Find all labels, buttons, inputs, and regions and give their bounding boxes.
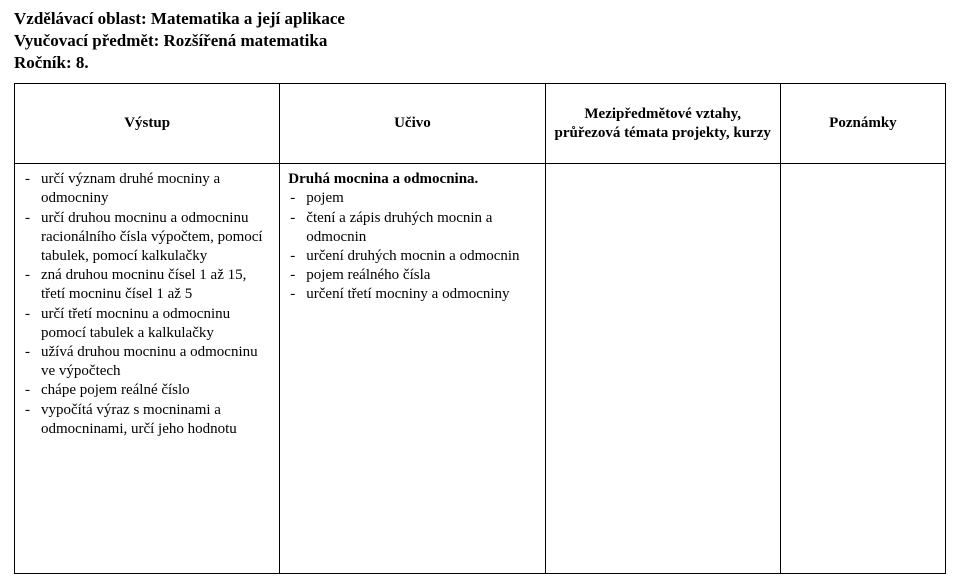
list-item: pojem [288,189,536,208]
list-item: pojem reálného čísla [288,266,536,285]
list-item: určení druhých mocnin a odmocnin [288,247,536,266]
list-item: určí třetí mocninu a odmocninu pomocí ta… [23,305,271,343]
list-item: určení třetí mocniny a odmocniny [288,285,536,304]
col-header-ucivo: Učivo [280,84,545,164]
cell-vystup: určí význam druhé mocniny a odmocniny ur… [15,164,280,574]
vystup-list: určí význam druhé mocniny a odmocniny ur… [23,170,271,439]
table-header-row: Výstup Učivo Mezipředmětové vztahy, průř… [15,84,946,164]
ucivo-title: Druhá mocnina a odmocnina. [288,170,536,189]
list-item: zná druhou mocninu čísel 1 až 15, třetí … [23,266,271,304]
cell-ucivo: Druhá mocnina a odmocnina. pojem čtení a… [280,164,545,574]
page: Vzdělávací oblast: Matematika a její apl… [0,0,960,588]
cell-poznamky [780,164,945,574]
ucivo-list: pojem čtení a zápis druhých mocnin a odm… [288,189,536,304]
document-header: Vzdělávací oblast: Matematika a její apl… [14,8,946,73]
list-item: určí význam druhé mocniny a odmocniny [23,170,271,208]
header-line-predmet: Vyučovací předmět: Rozšířená matematika [14,30,946,52]
list-item: určí druhou mocninu a odmocninu racionál… [23,209,271,267]
list-item: vypočítá výraz s mocninami a odmocninami… [23,401,271,439]
col-header-poznamky: Poznámky [780,84,945,164]
list-item: čtení a zápis druhých mocnin a odmocnin [288,209,536,247]
list-item: užívá druhou mocninu a odmocninu ve výpo… [23,343,271,381]
header-line-oblast: Vzdělávací oblast: Matematika a její apl… [14,8,946,30]
curriculum-table: Výstup Učivo Mezipředmětové vztahy, průř… [14,83,946,574]
list-item: chápe pojem reálné číslo [23,381,271,400]
col-header-vystup: Výstup [15,84,280,164]
col-header-mezipredmetove: Mezipředmětové vztahy, průřezová témata … [545,84,780,164]
table-body-row: určí význam druhé mocniny a odmocniny ur… [15,164,946,574]
header-line-rocnik: Ročník: 8. [14,52,946,74]
cell-mezipredmetove [545,164,780,574]
